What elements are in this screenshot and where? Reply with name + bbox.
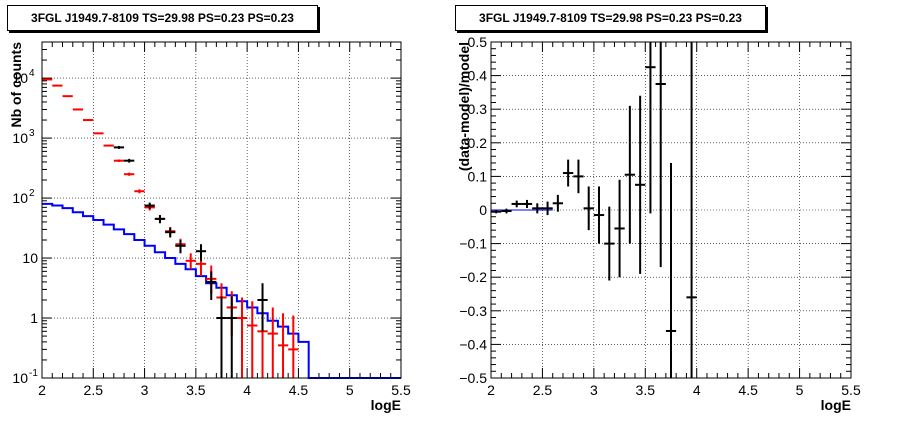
x-tick-label: 4 xyxy=(243,382,251,398)
y-tick-label: 0.4 xyxy=(468,68,488,84)
x-axis-label: logE xyxy=(371,397,401,413)
y-tick-label: −0.4 xyxy=(459,336,487,352)
x-tick-label: 3 xyxy=(590,382,598,398)
y-tick-label: −0.1 xyxy=(459,236,487,252)
x-tick-label: 3.5 xyxy=(636,382,656,398)
x-axis-label: logE xyxy=(821,397,851,413)
y-tick-label: −0.2 xyxy=(459,269,487,285)
y-tick-label: 0.3 xyxy=(468,101,488,117)
x-tick-label: 4.5 xyxy=(738,382,758,398)
x-tick-label: 2.5 xyxy=(84,382,104,398)
residual-chart-title: 3FGL J1949.7-8109 TS=29.98 PS=0.23 PS=0.… xyxy=(455,5,766,31)
y-tick-label: 10 xyxy=(22,250,38,266)
x-tick-label: 4 xyxy=(693,382,701,398)
y-tick-exponent: -1 xyxy=(29,368,38,379)
x-tick-label: 2 xyxy=(38,382,46,398)
y-axis-label: (data-model)/model xyxy=(456,42,472,171)
y-tick-exponent: 4 xyxy=(29,68,35,79)
x-tick-label: 2.5 xyxy=(533,382,553,398)
chart-title: 3FGL J1949.7-8109 TS=29.98 PS=0.23 PS=0.… xyxy=(7,5,318,31)
plot-frame xyxy=(490,41,852,379)
y-tick-label: −0.5 xyxy=(459,370,487,386)
x-tick-label: 5.5 xyxy=(391,382,411,398)
y-tick-label: 0.1 xyxy=(468,168,488,184)
x-tick-label: 5 xyxy=(346,382,354,398)
y-tick-label: 1 xyxy=(30,310,38,326)
y-tick-label: −0.3 xyxy=(459,303,487,319)
y-tick-label: 0.2 xyxy=(468,135,488,151)
plot-frame xyxy=(41,41,402,379)
y-tick-label: 10 xyxy=(12,370,28,386)
x-tick-label: 4.5 xyxy=(289,382,309,398)
y-tick-label: 10 xyxy=(12,190,28,206)
y-tick-label: 10 xyxy=(12,130,28,146)
y-tick-exponent: 3 xyxy=(29,128,35,139)
y-axis-label: Nb of counts xyxy=(8,42,24,128)
y-tick-label: 0 xyxy=(479,202,487,218)
x-tick-label: 3 xyxy=(141,382,149,398)
x-tick-label: 2 xyxy=(487,382,495,398)
y-tick-label: 10 xyxy=(12,70,28,86)
x-tick-label: 3.5 xyxy=(186,382,206,398)
residuals-chart: 2 2.5 3 3.5 4 4.5 5 5.5 −0.5 −0.4 −0.3 −0.2 −0.1 0 0.1… xyxy=(456,34,861,413)
y-tick-exponent: 2 xyxy=(29,188,35,199)
x-tick-label: 5 xyxy=(796,382,804,398)
x-tick-label: 5.5 xyxy=(841,382,861,398)
y-tick-label: 0.5 xyxy=(468,34,488,50)
